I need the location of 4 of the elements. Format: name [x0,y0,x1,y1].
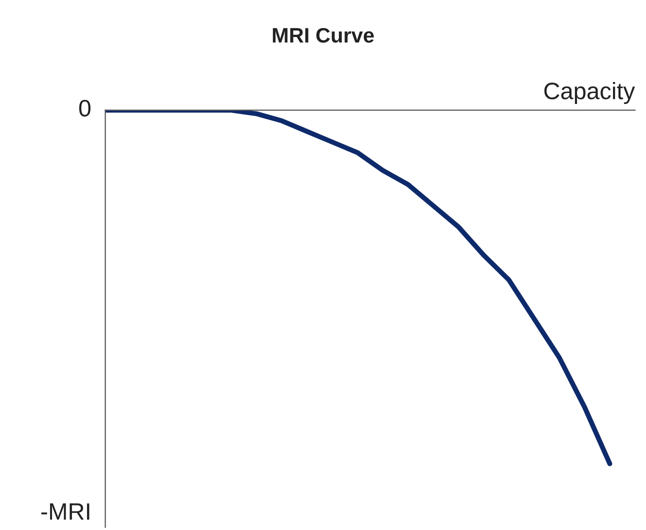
x-axis-title: Capacity [544,82,635,104]
text: 0 [79,100,90,117]
text: -MRI [41,503,90,520]
chart-title: MRI Curve [272,28,374,43]
